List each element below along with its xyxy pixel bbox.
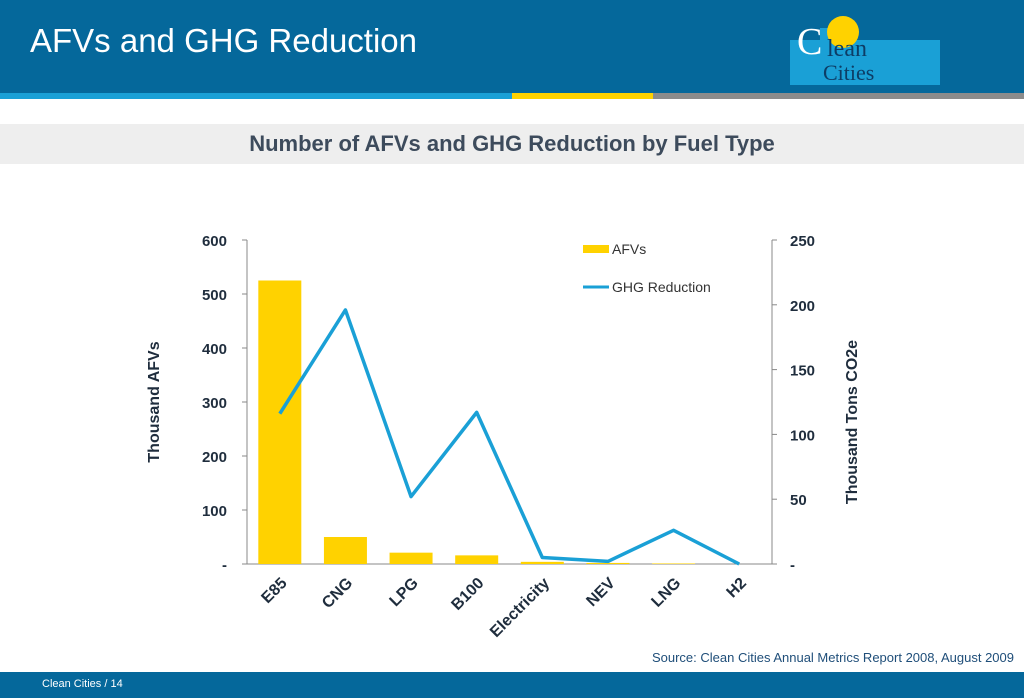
y-tick-label-left: 600 <box>202 233 227 250</box>
y-axis-title-right: Thousand Tons CO2e <box>844 340 861 504</box>
logo-letter-c: C <box>797 21 822 63</box>
bar-nev <box>586 562 630 564</box>
legend-label-ghg: GHG Reduction <box>612 279 711 295</box>
y-tick-label-left: 200 <box>202 449 227 466</box>
ghg-reduction-line <box>278 308 740 566</box>
source-note: Source: Clean Cities Annual Metrics Repo… <box>651 650 1014 665</box>
x-tick-label: H2 <box>724 575 751 602</box>
x-tick-label: Electricity <box>487 575 553 641</box>
bar-cng <box>323 537 367 564</box>
legend-swatch-afvs <box>583 245 609 253</box>
y-tick-label-right: 50 <box>790 492 807 509</box>
y-tick-label-left: 300 <box>202 395 227 412</box>
legend-label-afvs: AFVs <box>612 241 646 257</box>
x-tick-label: CNG <box>319 575 356 612</box>
bar-lng <box>652 563 696 564</box>
y-tick-label-left: 400 <box>202 341 227 358</box>
bar-e85 <box>258 280 302 564</box>
y-tick-label-right: 100 <box>790 427 815 444</box>
y-tick-label-right: - <box>790 557 795 574</box>
x-tick-label: LPG <box>387 575 422 610</box>
chart-title: Number of AFVs and GHG Reduction by Fuel… <box>249 131 775 156</box>
y-tick-label-right: 150 <box>790 363 815 380</box>
y-tick-label-left: 500 <box>202 287 227 304</box>
y-tick-label-left: 100 <box>202 503 227 520</box>
y-tick-label-right: 250 <box>790 233 815 250</box>
y-tick-label-left: - <box>222 557 227 574</box>
clean-cities-logo: C lean Cities <box>790 16 940 85</box>
x-tick-label: E85 <box>258 575 290 607</box>
bar-electricity <box>520 561 564 564</box>
logo-sun <box>827 16 859 48</box>
x-tick-label: B100 <box>448 575 487 614</box>
footer-bar <box>0 672 1024 698</box>
y-axis-title-left: Thousand AFVs <box>146 341 163 462</box>
page-title: AFVs and GHG Reduction <box>30 22 418 59</box>
chart-title-band <box>0 124 1024 164</box>
bar-b100 <box>455 555 499 564</box>
stripe-yellow <box>512 93 653 99</box>
x-tick-label: NEV <box>583 575 619 611</box>
bar-lpg <box>389 552 433 564</box>
logo-word-cities: Cities <box>823 60 874 85</box>
stripe-gray <box>653 93 1024 99</box>
y-tick-label-right: 200 <box>790 298 815 315</box>
logo-word-clean: lean <box>827 36 867 62</box>
stripe-blue <box>0 93 512 99</box>
footer-text: Clean Cities / 14 <box>42 678 123 690</box>
x-tick-label: LNG <box>648 575 684 611</box>
